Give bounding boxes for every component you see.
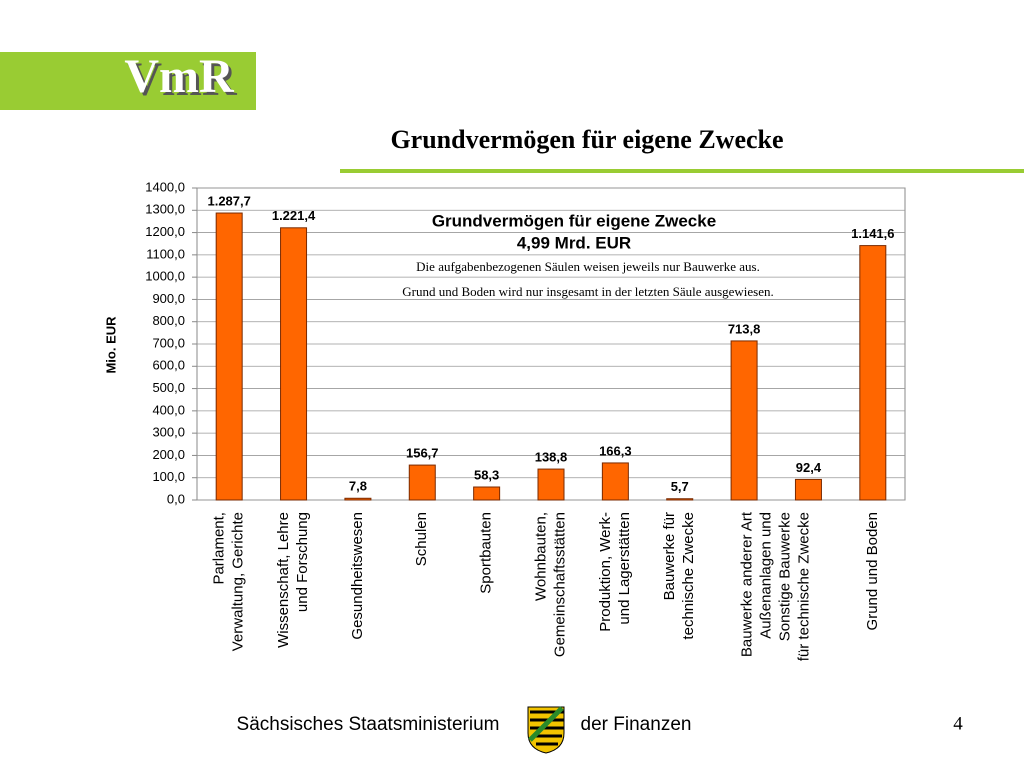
y-tick-label: 1200,0	[145, 224, 185, 239]
bar	[601, 462, 629, 501]
y-tick-label: 800,0	[152, 313, 185, 328]
bar	[666, 498, 694, 501]
y-tick-label: 700,0	[152, 335, 185, 350]
y-tick-label: 200,0	[152, 447, 185, 462]
x-tick-label: Bauwerke anderer Art	[739, 511, 756, 657]
value-label: 1.221,4	[272, 208, 316, 223]
title-rule	[340, 169, 1024, 173]
bar	[280, 227, 308, 501]
x-tick-label: Wohnbauten,	[532, 512, 549, 601]
y-tick-label: 1400,0	[145, 179, 185, 194]
x-tick-label: und Lagerstätten	[616, 512, 633, 625]
value-label: 713,8	[728, 321, 761, 336]
bar	[794, 478, 822, 501]
y-tick-label: 600,0	[152, 358, 185, 373]
logo: VmR	[124, 50, 235, 103]
y-tick-label: 100,0	[152, 469, 185, 484]
bar	[215, 212, 243, 501]
x-tick-label: Schulen	[413, 512, 430, 566]
x-tick-label: Gemeinschaftsstätten	[551, 512, 568, 657]
y-tick-label: 900,0	[152, 291, 185, 306]
x-tick-label: Gesundheitswesen	[349, 512, 366, 640]
y-tick-label: 1300,0	[145, 202, 185, 217]
page-number: 4	[953, 713, 963, 734]
value-label: 7,8	[349, 479, 367, 494]
x-tick-label: Parlament,	[211, 512, 228, 585]
value-label: 138,8	[535, 450, 568, 465]
x-tick-label: Außenanlagen und	[758, 512, 775, 639]
value-label: 166,3	[599, 443, 632, 458]
bar	[730, 340, 758, 501]
value-label: 1.141,6	[851, 226, 894, 241]
bar	[473, 486, 501, 501]
bar	[859, 245, 887, 501]
y-tick-label: 300,0	[152, 425, 185, 440]
x-tick-label: technische Zwecke	[680, 512, 697, 640]
footer-left: Sächsisches Staatsministerium	[237, 714, 500, 735]
logo-band	[0, 52, 256, 110]
coat-of-arms	[527, 706, 565, 754]
value-label: 58,3	[474, 467, 499, 482]
slide-title: Grundvermögen für eigene Zwecke	[390, 125, 783, 154]
x-tick-label: Wissenschaft, Lehre	[275, 512, 292, 648]
x-tick-label: Sportbauten	[478, 512, 495, 594]
y-tick-label: 1000,0	[145, 269, 185, 284]
annotation: 4,99 Mrd. EUR	[517, 233, 631, 252]
y-tick-label: 500,0	[152, 380, 185, 395]
x-tick-label: für technische Zwecke	[796, 512, 813, 661]
x-tick-label: Bauwerke für	[661, 512, 678, 600]
bar	[537, 468, 565, 501]
y-axis-label: Mio. EUR	[103, 316, 118, 374]
value-label: 156,7	[406, 446, 439, 461]
bar	[408, 464, 436, 501]
bar	[344, 497, 372, 501]
value-label: 92,4	[796, 460, 822, 475]
x-tick-label: Grund und Boden	[864, 512, 881, 630]
y-tick-label: 1100,0	[146, 246, 185, 261]
y-tick-label: 400,0	[152, 402, 185, 417]
x-tick-label: Verwaltung, Gerichte	[230, 512, 247, 651]
x-tick-label: Produktion, Werk-	[597, 512, 614, 632]
x-tick-label: Sonstige Bauwerke	[777, 512, 794, 641]
footer-right: der Finanzen	[581, 714, 692, 735]
value-label: 5,7	[671, 479, 689, 494]
annotation: Die aufgabenbezogenen Säulen weisen jewe…	[416, 259, 760, 274]
value-label: 1.287,7	[207, 193, 250, 208]
x-tick-label: und Forschung	[294, 512, 311, 612]
y-tick-label: 0,0	[167, 491, 185, 506]
logo-shadow: VmR	[127, 53, 238, 106]
annotation: Grund und Boden wird nur insgesamt in de…	[402, 284, 774, 299]
annotation: Grundvermögen für eigene Zwecke	[432, 211, 716, 230]
